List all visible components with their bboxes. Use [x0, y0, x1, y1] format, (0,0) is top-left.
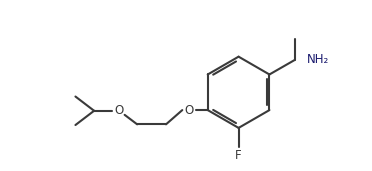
Text: O: O — [114, 104, 123, 117]
Text: F: F — [235, 149, 242, 162]
Text: NH₂: NH₂ — [307, 53, 329, 66]
Text: O: O — [185, 104, 194, 117]
